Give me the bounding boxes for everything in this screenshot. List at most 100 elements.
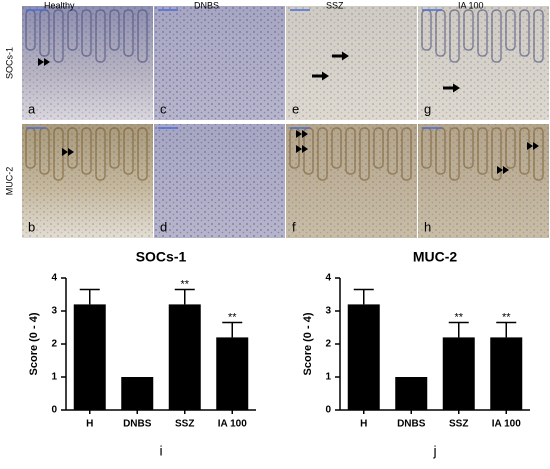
x-tick-label: IA 100	[492, 419, 522, 430]
crypt	[317, 127, 328, 181]
crypt	[491, 127, 502, 181]
y-tick-label: 1	[51, 372, 57, 383]
error-bar	[79, 288, 100, 305]
y-tick-label: 4	[325, 273, 331, 284]
micrograph-texture	[154, 124, 285, 238]
bar	[490, 337, 523, 410]
y-axis-label: Score (0 - 4)	[28, 312, 40, 375]
micrograph-texture	[22, 6, 153, 120]
crypt	[81, 9, 92, 57]
crypt	[137, 127, 148, 181]
panel-letter: b	[28, 219, 35, 234]
micrograph-texture	[22, 124, 153, 238]
crypt	[109, 127, 120, 169]
micrograph-texture	[286, 6, 417, 120]
x-tick-label: H	[360, 419, 367, 430]
y-tick-label: 4	[51, 273, 57, 284]
x-tick-label: SSZ	[175, 419, 194, 430]
panel-letter: f	[292, 219, 296, 234]
crypt	[95, 127, 106, 181]
panel-letter: h	[424, 219, 431, 234]
arrow	[312, 71, 329, 81]
crypt	[401, 127, 412, 181]
crypt	[109, 9, 120, 51]
panel-letter: d	[160, 219, 167, 234]
bar	[121, 377, 154, 410]
significance-label: **	[502, 311, 511, 323]
crypt	[505, 127, 516, 169]
arrow	[332, 51, 349, 61]
crypt	[95, 9, 106, 63]
arrowhead	[296, 145, 308, 153]
arrowhead	[62, 148, 74, 156]
significance-label: **	[180, 278, 189, 290]
error-bar	[496, 321, 517, 338]
x-tick-label: SSZ	[449, 419, 468, 430]
column-label: IA 100	[458, 0, 484, 10]
significance-label: **	[454, 311, 463, 323]
crypt	[463, 127, 474, 169]
histology-panels: SOCs-1 a c e g MUC-2 b d f h Healthy DNBS SSZ IA 100	[4, 0, 549, 238]
arrow	[443, 83, 460, 93]
bar	[347, 304, 380, 410]
crypt	[387, 127, 398, 175]
crypt	[477, 127, 488, 175]
x-tick-label: DNBS	[397, 419, 426, 430]
crypt	[519, 127, 530, 175]
row-label: SOCs-1	[4, 47, 14, 79]
arrowhead	[527, 142, 539, 150]
crypt	[477, 9, 488, 57]
panel-letter: e	[292, 101, 299, 116]
bar	[442, 337, 475, 410]
bar	[73, 304, 106, 410]
crypt	[67, 9, 78, 51]
chart-title: MUC-2	[413, 249, 458, 265]
crypt	[53, 9, 64, 63]
panel-letter: c	[160, 101, 167, 116]
crypt	[449, 9, 460, 63]
error-bar	[353, 288, 374, 305]
panel-letter: a	[28, 101, 36, 116]
row-label: MUC-2	[4, 167, 14, 196]
y-tick-label: 3	[51, 306, 57, 317]
column-label: DNBS	[194, 0, 219, 10]
charts: SOCs-1 Score (0 - 4) i 0 1 2 3 4 H DNBS SSZ ** IA 10…	[28, 249, 530, 459]
crypt	[345, 127, 356, 175]
y-tick-label: 1	[325, 372, 331, 383]
y-tick-label: 2	[51, 339, 57, 350]
crypt	[331, 127, 342, 169]
y-tick-label: 2	[325, 339, 331, 350]
arrowhead	[38, 58, 50, 66]
error-bar	[448, 321, 469, 338]
micrograph-texture	[154, 6, 285, 120]
crypt	[81, 127, 92, 175]
panel-letter: i	[159, 443, 162, 459]
arrowhead	[296, 130, 308, 138]
y-tick-label: 0	[325, 405, 331, 416]
x-tick-label: H	[86, 419, 93, 430]
error-bar	[222, 321, 243, 338]
bar	[168, 304, 201, 410]
crypt	[449, 127, 460, 181]
crypt	[373, 127, 384, 169]
crypt	[123, 9, 134, 57]
chart-title: SOCs-1	[136, 249, 187, 265]
x-tick-label: IA 100	[218, 419, 248, 430]
bar	[216, 337, 249, 410]
significance-label: **	[228, 311, 237, 323]
panel-letter: g	[424, 101, 431, 116]
crypt	[463, 9, 474, 51]
crypt	[491, 9, 502, 63]
crypt	[505, 9, 516, 51]
crypt	[359, 127, 370, 181]
crypt	[533, 127, 544, 181]
y-tick-label: 3	[325, 306, 331, 317]
panel-letter: j	[432, 443, 436, 459]
column-label: SSZ	[326, 0, 344, 10]
crypt	[519, 9, 530, 57]
arrowhead	[497, 166, 509, 174]
bar	[395, 377, 428, 410]
error-bar	[174, 288, 195, 305]
crypt	[533, 9, 544, 63]
